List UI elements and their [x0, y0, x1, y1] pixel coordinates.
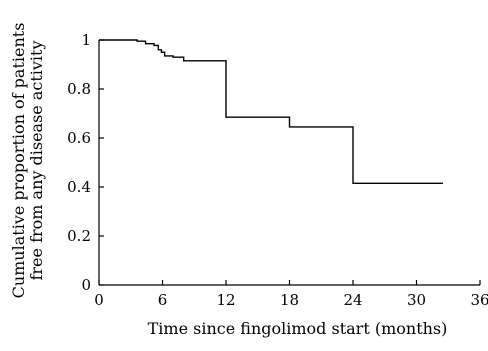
y-tick-label: 0.6 [67, 129, 91, 147]
labels: Time since fingolimod start (months) Cum… [9, 23, 447, 338]
survival-step-line [99, 39, 443, 185]
x-tick-label: 36 [470, 291, 488, 309]
series-layer [99, 39, 443, 185]
y-axis-title-line-1: Cumulative proportion of patients [9, 23, 28, 299]
x-tick-label: 0 [94, 291, 104, 309]
axes: 0 6 12 18 24 30 36 0 0.2 0.4 0.6 0.8 1 [67, 31, 488, 309]
x-tick-label: 6 [158, 291, 168, 309]
x-tick-label: 30 [407, 291, 426, 309]
x-tick-label: 12 [216, 291, 235, 309]
y-tick-label: 1 [81, 31, 91, 49]
y-tick-label: 0 [81, 276, 91, 294]
y-axis-title-line-2: free from any disease activity [27, 40, 46, 280]
y-tick-label: 0.8 [67, 80, 91, 98]
y-tick-label: 0.4 [67, 178, 91, 196]
y-tick-label: 0.2 [67, 227, 91, 245]
x-axis-title: Time since fingolimod start (months) [148, 319, 448, 338]
x-tick-label: 24 [343, 291, 362, 309]
x-tick-label: 18 [280, 291, 299, 309]
